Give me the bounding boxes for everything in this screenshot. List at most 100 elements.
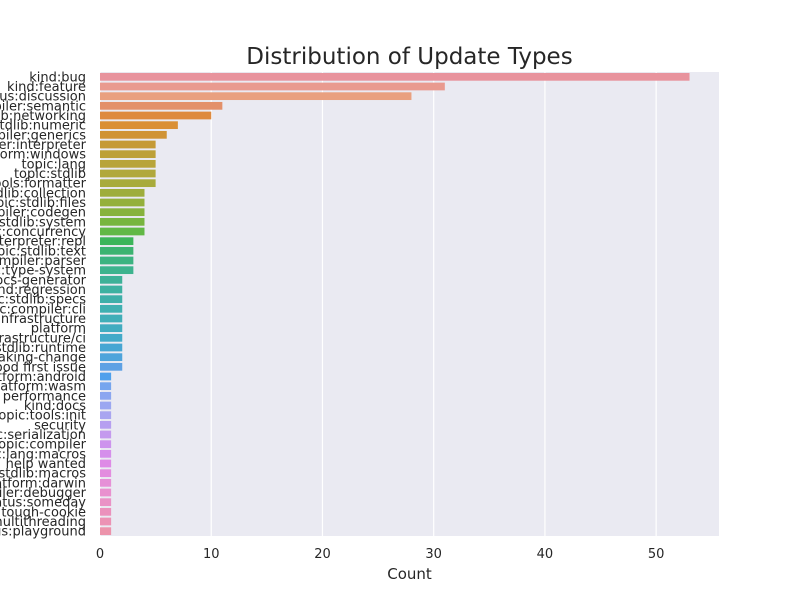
- y-tick-label: topic:stdlib:files: [0, 196, 86, 211]
- bar: [100, 420, 112, 429]
- bar: [100, 188, 145, 197]
- bar: [100, 304, 123, 313]
- bar: [100, 92, 412, 101]
- bar: [100, 111, 212, 120]
- bar: [100, 459, 112, 468]
- y-tick-label: kind:feature: [7, 80, 86, 95]
- y-tick-label: topic:stdlib: [14, 167, 86, 182]
- bar: [100, 82, 445, 91]
- bar: [100, 140, 156, 149]
- bar: [100, 401, 112, 410]
- bar: [100, 324, 123, 333]
- y-tick-label: topic:lang: [21, 157, 86, 172]
- bar: [100, 353, 123, 362]
- y-tick-labels: kind:bugkind:featurestatus:discussiontop…: [0, 70, 87, 539]
- y-tick-label: topic:stdlib:runtime: [0, 341, 86, 356]
- y-tick-label: topic:compiler:parser: [0, 254, 87, 269]
- y-tick-label: topic:compiler: [0, 438, 87, 453]
- bar: [100, 527, 112, 536]
- y-tick-label: multithreading: [0, 515, 86, 530]
- bar: [100, 179, 156, 188]
- y-tick-label: infrastructure/ci: [0, 331, 86, 346]
- bar: [100, 517, 112, 526]
- y-tick-label: performance: [3, 389, 86, 404]
- bar: [100, 246, 134, 255]
- bar: [100, 391, 112, 400]
- bar: [100, 121, 178, 130]
- bar: [100, 72, 690, 81]
- y-tick-label: topic:concurrency: [0, 225, 86, 240]
- y-tick-label: topic:compiler:codegen: [0, 206, 86, 221]
- y-tick-label: platform:android: [0, 370, 86, 385]
- bar: [100, 314, 123, 323]
- x-tick-label: 30: [425, 547, 442, 562]
- bar: [100, 449, 112, 458]
- bar: [100, 150, 156, 159]
- bars: [100, 72, 690, 536]
- y-tick-label: platform: [31, 322, 86, 337]
- bar: [100, 198, 145, 207]
- chart-title: Distribution of Update Types: [246, 44, 572, 70]
- y-tick-label: topic:stdlib:collection: [0, 186, 86, 201]
- bar: [100, 266, 134, 275]
- bar: [100, 101, 223, 110]
- y-tick-label: kind:docs: [24, 399, 86, 414]
- bar: [100, 382, 112, 391]
- bar: [100, 362, 123, 371]
- y-tick-label: topic:stdlib:macros: [0, 467, 86, 482]
- y-tick-label: topic:tools:formatter: [0, 177, 87, 192]
- bar: [100, 237, 134, 246]
- bar: [100, 130, 167, 139]
- bar: [100, 469, 112, 478]
- y-tick-label: kind:breaking-change: [0, 351, 86, 366]
- y-tick-label: help wanted: [6, 457, 86, 472]
- y-tick-label: tough-cookie: [1, 505, 86, 520]
- x-tick-label: 40: [537, 547, 554, 562]
- bar: [100, 169, 156, 178]
- bar: [100, 343, 123, 352]
- y-tick-label: platform:wasm: [0, 380, 86, 395]
- bar: [100, 430, 112, 439]
- x-tick-label: 50: [648, 547, 665, 562]
- x-tick-labels: 0 10 20 30 40 50: [96, 547, 665, 562]
- bar: [100, 372, 112, 381]
- y-tick-label: topic:compiler:interpreter: [0, 138, 87, 153]
- y-tick-label: topic:docs-generator: [0, 273, 87, 288]
- bar: [100, 275, 123, 284]
- x-tick-label: 10: [203, 547, 220, 562]
- y-tick-label: kind:bug: [29, 70, 86, 85]
- y-tick-label: topic:compiler:generics: [0, 128, 86, 143]
- y-tick-label: status:playground: [0, 525, 86, 540]
- y-tick-label: infrastructure: [0, 312, 86, 327]
- y-tick-label: topic:interpreter:repl: [0, 235, 86, 250]
- bar: [100, 285, 123, 294]
- y-tick-label: platform:windows: [0, 148, 86, 163]
- y-tick-label: topic:stdlib:text: [0, 244, 86, 259]
- bar: [100, 295, 123, 304]
- y-tick-label: topic:compiler:cli: [0, 302, 86, 317]
- bar: [100, 217, 145, 226]
- bar: [100, 498, 112, 507]
- bar: [100, 440, 112, 449]
- bar: [100, 488, 112, 497]
- y-tick-label: topic:stdlib:networking: [0, 109, 86, 124]
- y-tick-label: platform:darwin: [0, 476, 86, 491]
- bar: [100, 507, 112, 516]
- grid: [99, 72, 657, 536]
- plot-background: [100, 72, 719, 536]
- y-tick-label: topic:stdlib:specs: [0, 293, 86, 308]
- bar: [100, 227, 145, 236]
- x-tick-label: 0: [96, 547, 104, 562]
- y-tick-label: topic:compiler:semantic: [0, 99, 86, 114]
- bar: [100, 411, 112, 420]
- x-tick-label: 20: [314, 547, 331, 562]
- x-axis-label: Count: [387, 565, 432, 583]
- y-tick-label: topic:tools:init: [0, 409, 86, 424]
- y-tick-label: status:someday: [0, 496, 86, 511]
- y-tick-label: kind:regression: [0, 283, 86, 298]
- bar: [100, 159, 156, 168]
- y-tick-label: topic:stdlib:numeric: [0, 119, 86, 134]
- bar: [100, 208, 145, 217]
- bar: [100, 478, 112, 487]
